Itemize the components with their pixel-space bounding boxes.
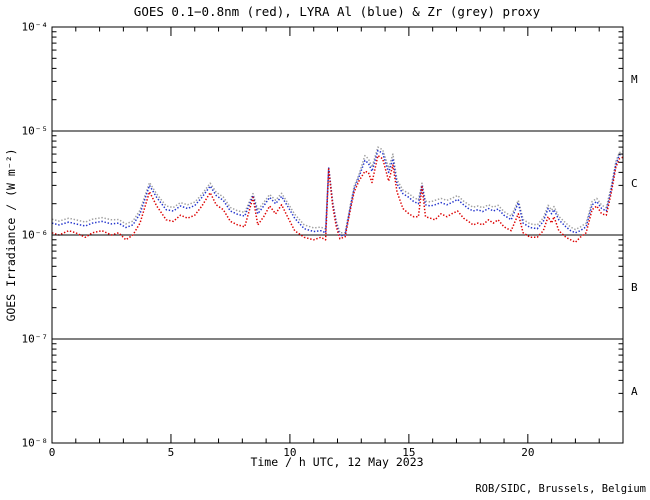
series-lyra-al-proxy (51, 149, 624, 237)
y-tick-label: 10⁻⁴ (22, 21, 49, 34)
x-tick-label: 0 (49, 446, 56, 459)
y-axis-label: GOES Irradiance / (W m⁻²) (4, 148, 18, 321)
series-lyra-zr-proxy (51, 146, 624, 234)
x-tick-label: 10 (283, 446, 296, 459)
class-boundary-lines (52, 130, 623, 340)
y-tick-label: 10⁻⁵ (22, 125, 49, 138)
flare-class-label: A (631, 385, 638, 398)
x-tick-label: 5 (168, 446, 175, 459)
y-tick-label: 10⁻⁷ (22, 333, 49, 346)
axis-tick-labels-group: 0 5 10 15 20 10⁻⁴ 10⁻⁵ 10⁻⁶ 10⁻⁷ 10⁻⁸ (22, 21, 535, 460)
flare-class-label: B (631, 281, 638, 294)
data-series-group (51, 146, 624, 244)
axis-ticks-group (51, 26, 624, 444)
chart-title: GOES 0.1−0.8nm (red), LYRA Al (blue) & Z… (134, 4, 541, 19)
credit-line: ROB/SIDC, Brussels, Belgium (475, 483, 646, 495)
flare-class-label: C (631, 177, 638, 190)
flare-class-labels-group: M C B A (631, 73, 638, 398)
x-axis-label: Time / h UTC, 12 May 2023 (250, 455, 423, 469)
x-tick-label: 15 (402, 446, 415, 459)
flare-class-label: M (631, 73, 638, 86)
y-tick-label: 10⁻⁸ (22, 437, 49, 450)
x-tick-label: 20 (521, 446, 534, 459)
y-tick-label: 10⁻⁶ (22, 229, 49, 242)
